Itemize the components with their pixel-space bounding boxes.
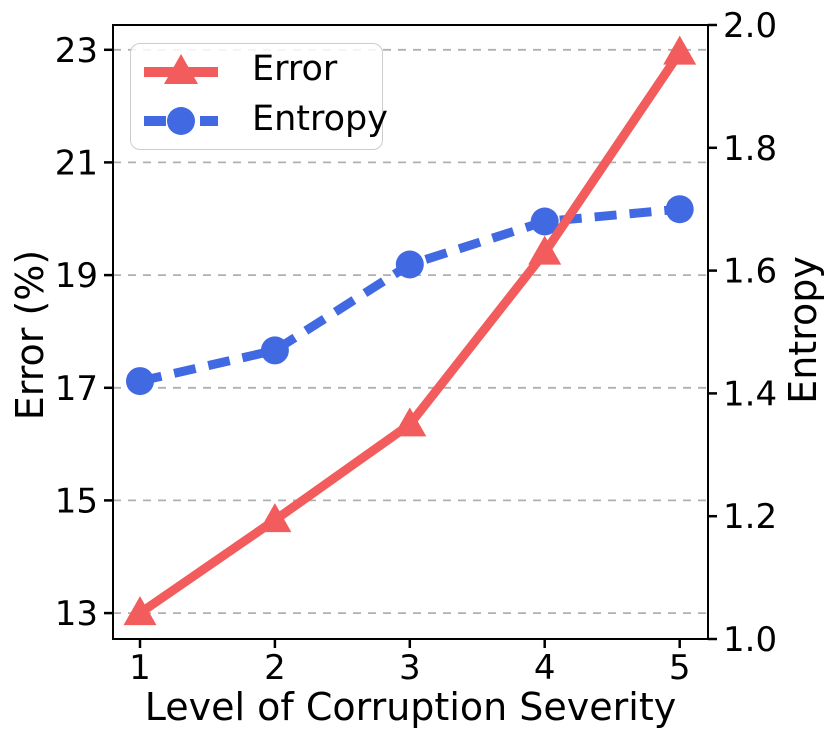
error-data-point-marker — [528, 235, 562, 265]
x-tick-label: 3 — [399, 648, 421, 688]
legend-item-error: Error — [138, 50, 382, 94]
entropy-data-point-marker — [530, 207, 559, 236]
error-data-point-marker — [393, 407, 427, 437]
entropy-series-swatch-icon — [144, 107, 218, 136]
right-tick-label: 2.0 — [723, 6, 777, 46]
legend: Error Entropy — [130, 43, 388, 150]
left-y-axis-title: Error (%) — [8, 249, 52, 421]
legend-triangle-marker — [164, 53, 198, 84]
x-tick-label: 5 — [669, 648, 691, 688]
left-tick-label: 23 — [55, 31, 98, 71]
x-tick-label: 4 — [534, 648, 556, 688]
error-data-point-marker — [258, 503, 292, 533]
right-tick-label: 1.8 — [723, 129, 777, 169]
right-tick-label: 1.4 — [723, 374, 777, 414]
entropy-data-point-marker — [665, 195, 694, 224]
right-tick-label: 1.6 — [723, 252, 777, 292]
left-tick-label: 19 — [55, 256, 98, 296]
legend-label-entropy: Entropy — [252, 98, 388, 139]
error-data-point-marker — [123, 596, 157, 626]
x-tick-label: 1 — [129, 648, 151, 688]
x-axis-title: Level of Corruption Severity — [144, 685, 677, 729]
x-tick-label: 2 — [264, 648, 286, 688]
right-y-axis-title: Entropy — [781, 256, 825, 404]
right-tick-label: 1.0 — [723, 620, 777, 660]
entropy-data-point-marker — [395, 250, 424, 279]
left-tick-label: 13 — [55, 594, 98, 634]
legend-label-error: Error — [252, 49, 338, 90]
left-tick-label: 21 — [55, 143, 98, 183]
entropy-data-point-marker — [260, 336, 289, 365]
error-series-swatch-icon — [144, 53, 218, 84]
error-data-point-marker — [663, 35, 697, 65]
legend-item-entropy: Entropy — [138, 99, 388, 143]
left-tick-label: 15 — [55, 481, 98, 521]
legend-circle-marker — [167, 107, 195, 136]
right-tick-label: 1.2 — [723, 497, 777, 537]
entropy-data-point-marker — [126, 367, 154, 396]
left-tick-label: 17 — [55, 369, 98, 409]
entropy-line — [139, 204, 681, 386]
